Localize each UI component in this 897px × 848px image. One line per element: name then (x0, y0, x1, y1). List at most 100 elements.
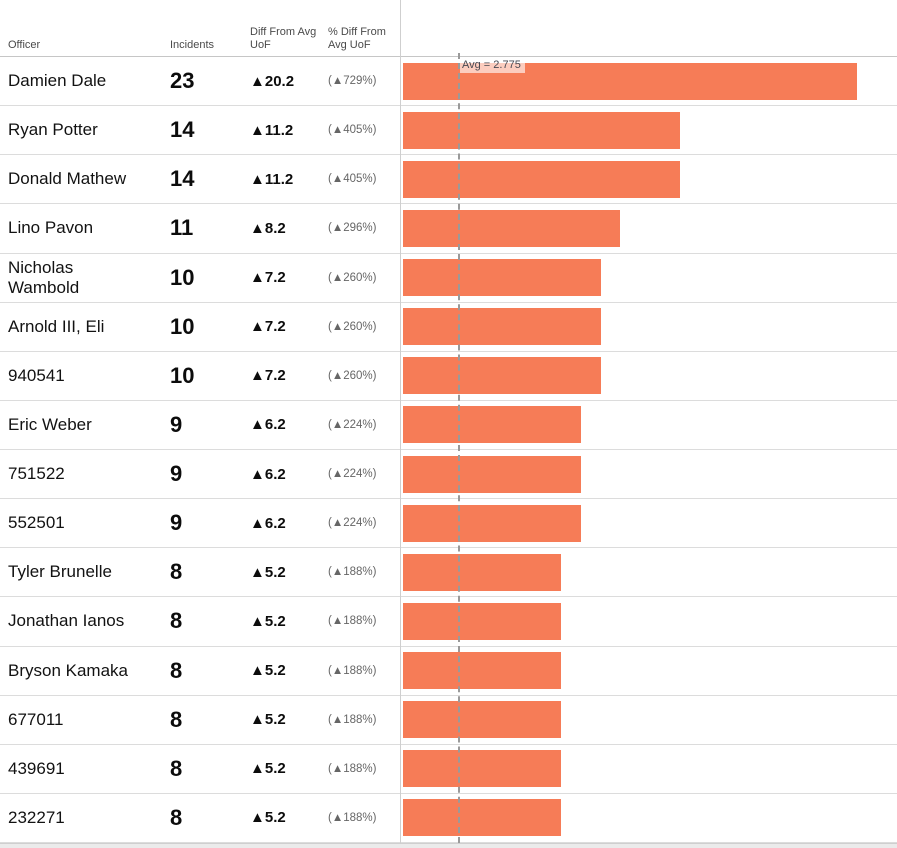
officer-row[interactable]: Tyler Brunelle 8 ▲5.2 (▲188%) (0, 548, 897, 598)
incidents-value: 8 (170, 608, 183, 634)
pct-diff-value: (▲188%) (328, 762, 377, 775)
officer-row[interactable]: 940541 10 ▲7.2 (▲260%) (0, 351, 897, 401)
column-header-diff-from-avg-uof[interactable]: Diff From Avg UoF (250, 26, 317, 52)
incidents-value: 8 (170, 706, 183, 732)
diff-value: ▲5.2 (250, 662, 286, 680)
incidents-value: 8 (170, 657, 183, 683)
pct-diff-value: (▲188%) (328, 615, 377, 628)
bar-cell (401, 548, 897, 596)
table-chart-divider (400, 0, 401, 843)
incident-bar[interactable] (403, 308, 601, 346)
pct-diff-value: (▲260%) (328, 369, 377, 382)
diff-value: ▲6.2 (250, 416, 286, 434)
incident-bar[interactable] (403, 259, 601, 297)
officer-row[interactable]: Bryson Kamaka 8 ▲5.2 (▲188%) (0, 646, 897, 696)
diff-value: ▲8.2 (250, 219, 286, 237)
officer-row[interactable]: 439691 8 ▲5.2 (▲188%) (0, 744, 897, 794)
officer-row[interactable]: Damien Dale 23 ▲20.2 (▲729%) (0, 57, 897, 107)
bar-cell (401, 352, 897, 400)
officer-row[interactable]: 751522 9 ▲6.2 (▲224%) (0, 450, 897, 500)
diff-value: ▲7.2 (250, 367, 286, 385)
officer-name: Eric Weber (8, 414, 92, 434)
officer-name: Arnold III, Eli (8, 316, 105, 336)
pct-diff-value: (▲188%) (328, 664, 377, 677)
diff-value: ▲20.2 (250, 72, 295, 90)
bar-cell (401, 696, 897, 744)
incidents-value: 23 (170, 68, 195, 94)
officer-name: 552501 (8, 513, 65, 533)
incidents-value: 10 (170, 264, 195, 290)
bar-cell (401, 597, 897, 645)
diff-value: ▲7.2 (250, 269, 286, 287)
officer-row[interactable]: 677011 8 ▲5.2 (▲188%) (0, 695, 897, 745)
officer-row[interactable]: 552501 9 ▲6.2 (▲224%) (0, 499, 897, 549)
officer-row[interactable]: Lino Pavon 11 ▲8.2 (▲296%) (0, 204, 897, 254)
incident-bar[interactable] (403, 799, 562, 837)
officer-name: 677011 (8, 709, 64, 729)
officer-row[interactable]: Donald Mathew 14 ▲11.2 (▲405%) (0, 155, 897, 205)
officer-name: Lino Pavon (8, 218, 94, 238)
diff-value: ▲11.2 (250, 170, 294, 188)
diff-value: ▲6.2 (250, 465, 286, 483)
pct-diff-value: (▲188%) (328, 566, 377, 579)
bar-cell (401, 303, 897, 351)
pct-diff-value: (▲224%) (328, 468, 377, 481)
incident-bar[interactable] (403, 357, 601, 395)
incidents-value: 8 (170, 804, 183, 830)
incident-bar[interactable] (403, 111, 680, 149)
pct-diff-value: (▲260%) (328, 320, 377, 333)
incident-bar[interactable] (403, 701, 562, 739)
avg-reference-line (457, 53, 460, 843)
diff-value: ▲5.2 (250, 711, 286, 729)
incident-bar[interactable] (403, 160, 680, 198)
incident-bar[interactable] (403, 209, 621, 247)
horizontal-scrollbar[interactable] (0, 843, 897, 848)
officer-name: Donald Mathew (8, 169, 127, 189)
incident-bar[interactable] (403, 504, 581, 542)
table-header-row: Officer Incidents Diff From Avg UoF % Di… (0, 0, 897, 57)
officer-row[interactable]: Arnold III, Eli 10 ▲7.2 (▲260%) (0, 302, 897, 352)
diff-value: ▲5.2 (250, 612, 286, 630)
officer-row[interactable]: 232271 8 ▲5.2 (▲188%) (0, 793, 897, 843)
incident-bar[interactable] (403, 652, 562, 690)
column-header-officer[interactable]: Officer (8, 39, 41, 52)
avg-reference-label: Avg = 2.775 (460, 58, 525, 73)
officer-name: Ryan Potter (8, 120, 98, 140)
bar-cell (401, 745, 897, 793)
officer-name: Tyler Brunelle (8, 562, 112, 582)
officer-row[interactable]: Eric Weber 9 ▲6.2 (▲224%) (0, 400, 897, 450)
officer-row[interactable]: Ryan Potter 14 ▲11.2 (▲405%) (0, 106, 897, 156)
incidents-value: 11 (170, 215, 194, 241)
pct-diff-value: (▲405%) (328, 173, 377, 186)
bar-cell (401, 647, 897, 695)
diff-value: ▲5.2 (250, 563, 286, 581)
incident-bar[interactable] (403, 455, 581, 493)
diff-value: ▲7.2 (250, 318, 286, 336)
bar-cell (401, 106, 897, 154)
officer-row[interactable]: Jonathan Ianos 8 ▲5.2 (▲188%) (0, 597, 897, 647)
pct-diff-value: (▲188%) (328, 811, 377, 824)
pct-diff-value: (▲224%) (328, 517, 377, 530)
officer-row[interactable]: Nicholas Wambold 10 ▲7.2 (▲260%) (0, 253, 897, 303)
incident-bar[interactable] (403, 602, 562, 640)
bar-cell (401, 499, 897, 547)
bar-cell (401, 794, 897, 842)
pct-diff-value: (▲729%) (328, 75, 377, 88)
bar-cell (401, 155, 897, 203)
diff-value: ▲6.2 (250, 514, 286, 532)
column-header-pct-diff-from-avg-uof[interactable]: % Diff From Avg UoF (328, 26, 386, 52)
officer-name: Damien Dale (8, 71, 107, 91)
incident-bar[interactable] (403, 750, 562, 788)
officer-name: Bryson Kamaka (8, 660, 128, 680)
incidents-value: 10 (170, 362, 195, 388)
officer-name: 751522 (8, 464, 65, 484)
officer-name: 439691 (8, 758, 65, 778)
bar-cell (401, 204, 897, 252)
column-header-incidents[interactable]: Incidents (170, 39, 215, 52)
officer-name: 232271 (8, 807, 65, 827)
diff-value: ▲5.2 (250, 809, 286, 827)
incident-bar[interactable] (403, 406, 581, 444)
incident-bar[interactable] (403, 553, 562, 591)
pct-diff-value: (▲224%) (328, 418, 377, 431)
incidents-value: 10 (170, 313, 195, 339)
